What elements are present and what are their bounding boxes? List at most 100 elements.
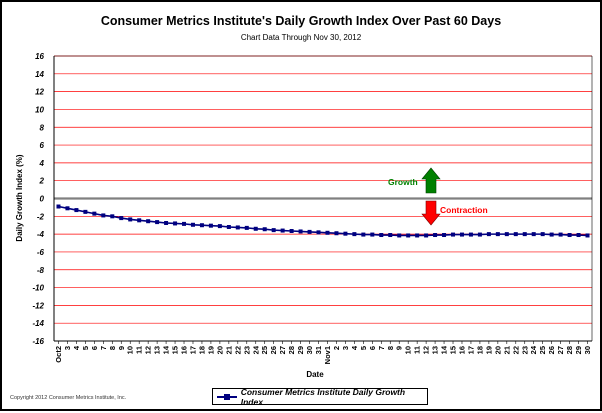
copyright-text: Copyright 2012 Consumer Metrics Institut… bbox=[10, 395, 127, 401]
x-tick-label: 6 bbox=[90, 346, 99, 350]
x-tick-label: 23 bbox=[242, 346, 251, 354]
x-tick-label: 27 bbox=[278, 346, 287, 354]
x-tick-label: 4 bbox=[72, 345, 81, 350]
x-tick-label: 5 bbox=[81, 346, 90, 350]
series-point bbox=[352, 232, 357, 237]
series-point bbox=[298, 229, 303, 234]
x-tick-label: 9 bbox=[117, 346, 126, 350]
series-point bbox=[101, 213, 106, 218]
series-point bbox=[235, 225, 240, 230]
series-point bbox=[289, 229, 294, 234]
y-tick-label: -12 bbox=[32, 301, 44, 310]
series-point bbox=[119, 216, 124, 221]
series-point bbox=[253, 226, 258, 231]
series-point bbox=[504, 232, 509, 237]
series-point bbox=[415, 233, 420, 238]
series-point bbox=[92, 211, 97, 216]
x-tick-label: 17 bbox=[466, 346, 475, 354]
series-point bbox=[343, 231, 348, 236]
series-point bbox=[325, 230, 330, 235]
x-tick-label: 20 bbox=[493, 346, 502, 354]
series-point bbox=[307, 229, 312, 234]
series-point bbox=[549, 232, 554, 237]
x-tick-label: 7 bbox=[99, 346, 108, 350]
y-tick-label: 0 bbox=[40, 195, 45, 204]
x-tick-label: 31 bbox=[314, 346, 323, 354]
y-tick-label: -14 bbox=[32, 319, 44, 328]
x-tick-label: 14 bbox=[162, 345, 171, 354]
x-tick-label: 7 bbox=[377, 346, 386, 350]
series-point bbox=[522, 232, 527, 237]
x-tick-label: 5 bbox=[359, 346, 368, 350]
series-point bbox=[424, 233, 429, 238]
contraction-label: Contraction bbox=[440, 205, 488, 215]
x-tick-label: 30 bbox=[583, 346, 592, 354]
x-tick-label: 16 bbox=[180, 346, 189, 354]
series-point bbox=[486, 232, 491, 237]
y-tick-label: 10 bbox=[35, 105, 44, 114]
x-tick-label: 23 bbox=[520, 346, 529, 354]
series-point bbox=[217, 224, 222, 229]
x-tick-label: 8 bbox=[386, 346, 395, 350]
x-tick-label: 20 bbox=[215, 346, 224, 354]
y-tick-labels: -16 -14 -12 -10 -8 -6 -4 -2 0 2 4 6 8 10 12 14 16 bbox=[32, 52, 44, 346]
series-point bbox=[155, 220, 160, 225]
y-tick-label: 6 bbox=[40, 141, 45, 150]
series-point bbox=[388, 233, 393, 238]
x-tick-label: 13 bbox=[153, 346, 162, 354]
contraction-arrow-icon bbox=[421, 200, 441, 226]
series-point bbox=[397, 233, 402, 238]
series-point bbox=[477, 232, 482, 237]
x-tick-label: 26 bbox=[269, 346, 278, 354]
series-point bbox=[262, 227, 267, 232]
x-tick-label: 22 bbox=[511, 346, 520, 354]
growth-label: Growth bbox=[388, 177, 418, 187]
series-point bbox=[190, 222, 195, 227]
series-point bbox=[271, 228, 276, 233]
x-tick-label: 16 bbox=[457, 346, 466, 354]
x-tick-label: 12 bbox=[422, 346, 431, 354]
y-tick-label: -10 bbox=[32, 284, 44, 293]
y-tick-label: 2 bbox=[39, 177, 45, 186]
x-tick-label: 19 bbox=[484, 346, 493, 354]
x-tick-label: 21 bbox=[224, 346, 233, 354]
x-axis-label: Date bbox=[306, 370, 324, 379]
x-tick-label: 25 bbox=[260, 346, 269, 354]
x-tick-label: 19 bbox=[206, 346, 215, 354]
x-tick-label: 24 bbox=[529, 345, 538, 354]
y-tick-label: -4 bbox=[37, 230, 45, 239]
series-point bbox=[74, 208, 79, 213]
x-tick-label: 12 bbox=[144, 346, 153, 354]
y-tick-label: 14 bbox=[35, 70, 44, 79]
series-point bbox=[513, 232, 518, 237]
x-tick-label: 9 bbox=[395, 346, 404, 350]
x-tick-label: 4 bbox=[350, 345, 359, 350]
series-point bbox=[495, 232, 500, 237]
series-point bbox=[65, 206, 70, 211]
y-tick-label: 4 bbox=[39, 159, 45, 168]
series-point bbox=[110, 214, 115, 219]
x-tick-label: 17 bbox=[188, 346, 197, 354]
x-tick-label: 2 bbox=[332, 346, 341, 350]
x-tick-label: 28 bbox=[565, 346, 574, 354]
series-point bbox=[585, 233, 590, 238]
series-point bbox=[83, 209, 88, 214]
x-tick-label: 29 bbox=[296, 346, 305, 354]
series-point bbox=[567, 233, 572, 238]
series-point bbox=[459, 232, 464, 237]
series-point bbox=[316, 230, 321, 235]
x-tick-label: 11 bbox=[135, 346, 144, 354]
x-tick-label: 15 bbox=[449, 346, 458, 354]
series-point bbox=[406, 233, 411, 238]
x-tick-label: 28 bbox=[287, 346, 296, 354]
x-tick-label: 29 bbox=[574, 346, 583, 354]
x-tick-label: 27 bbox=[556, 346, 565, 354]
series-point bbox=[173, 221, 178, 226]
x-tick-label: 18 bbox=[475, 346, 484, 354]
series-point bbox=[531, 232, 536, 237]
series-layer bbox=[56, 204, 590, 238]
x-tick-label: Oct2 bbox=[54, 346, 63, 363]
series-point bbox=[576, 233, 581, 238]
x-tick-label: 18 bbox=[197, 346, 206, 354]
